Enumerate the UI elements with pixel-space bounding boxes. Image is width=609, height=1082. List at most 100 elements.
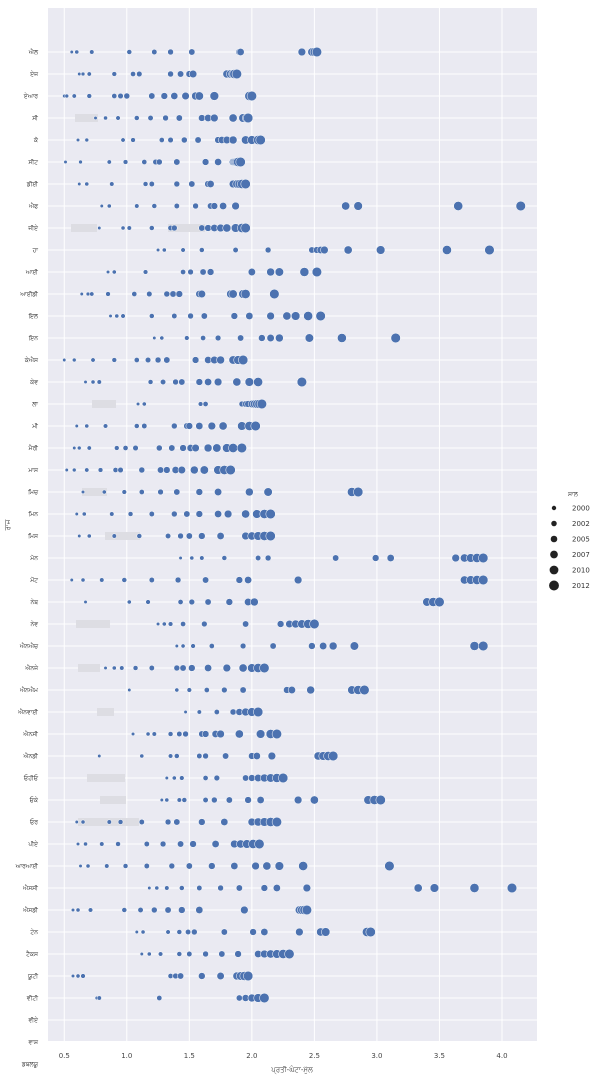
legend-entries: 2000 2002 2005 2007 2010 2012 — [549, 505, 590, 591]
data-point — [274, 267, 284, 277]
y-tick-label: ਮਾਸ — [27, 467, 39, 474]
data-point — [108, 313, 113, 319]
data-point — [220, 928, 228, 936]
data-point — [171, 422, 178, 430]
data-point — [165, 533, 172, 539]
data-point — [99, 841, 105, 847]
data-point — [311, 266, 322, 278]
data-point — [93, 115, 98, 121]
data-point — [259, 992, 270, 1004]
data-point — [126, 599, 132, 605]
data-point — [384, 860, 395, 872]
data-point — [222, 223, 232, 233]
data-point — [194, 136, 202, 144]
data-point — [176, 797, 182, 803]
y-tick-label: ਕੋ — [33, 136, 39, 144]
data-point — [228, 289, 238, 299]
data-point — [225, 796, 233, 804]
faded-label-box — [97, 708, 114, 716]
data-point — [194, 91, 204, 101]
data-point — [349, 641, 359, 651]
data-point — [282, 311, 292, 321]
data-point — [123, 92, 131, 100]
legend-marker — [549, 580, 559, 591]
data-point — [185, 422, 193, 430]
data-point — [99, 203, 104, 209]
data-point — [114, 445, 120, 451]
data-point — [177, 599, 184, 605]
data-point — [198, 532, 206, 540]
data-point — [189, 840, 197, 848]
data-point — [202, 752, 209, 760]
data-point — [162, 114, 169, 122]
data-point — [515, 200, 526, 212]
data-point — [171, 224, 178, 232]
data-point — [190, 465, 199, 475]
data-point — [253, 706, 264, 718]
data-point — [111, 71, 117, 77]
data-point — [225, 598, 234, 606]
y-tick-label: ਓਕੇ — [29, 796, 39, 804]
y-tick-label: ਸੀਟ — [27, 158, 38, 166]
data-point — [135, 401, 141, 407]
y-tick-label: ਮੋਂਟ — [29, 576, 38, 584]
data-point — [167, 621, 174, 627]
data-point — [183, 510, 191, 518]
data-point — [103, 115, 108, 121]
data-point — [145, 356, 152, 364]
data-point — [177, 465, 186, 475]
data-point — [264, 246, 272, 254]
data-point — [173, 488, 181, 496]
data-point — [299, 267, 310, 277]
data-point — [256, 398, 267, 410]
data-point — [186, 687, 192, 693]
data-point — [132, 665, 139, 671]
data-point — [83, 841, 88, 847]
data-point — [132, 444, 139, 452]
data-point — [209, 91, 219, 101]
data-point — [145, 599, 151, 605]
data-point — [220, 818, 229, 826]
data-point — [222, 752, 230, 760]
data-point — [163, 290, 171, 298]
data-point — [111, 269, 117, 275]
data-point — [127, 511, 134, 517]
data-point — [221, 555, 228, 561]
data-point — [156, 995, 163, 1001]
data-point — [74, 49, 80, 55]
data-point — [141, 423, 148, 429]
data-point — [80, 71, 86, 77]
faded-label-box — [92, 400, 116, 408]
data-point — [297, 47, 307, 57]
y-axis-label: ਰਾਜ — [4, 519, 12, 531]
y-tick-label: ਐਨਸੀ — [22, 730, 38, 738]
data-point — [213, 774, 220, 782]
data-point — [167, 136, 174, 144]
data-point — [320, 245, 329, 255]
y-tick-label: ਐਲ — [28, 48, 39, 56]
data-point — [236, 994, 243, 1002]
x-tick-label: 3.5 — [434, 1052, 445, 1060]
y-tick-label: ਵੀਏ — [27, 1016, 39, 1024]
data-point — [148, 181, 155, 187]
y-tick-label: ਮਿਸ — [27, 532, 39, 540]
data-point — [77, 181, 82, 187]
data-point — [178, 555, 183, 561]
data-point — [188, 180, 196, 188]
data-point — [165, 929, 171, 935]
data-point — [167, 731, 174, 737]
y-tick-label: ਨੇਬ — [30, 598, 39, 606]
data-point — [265, 530, 276, 542]
y-tick-label: ਐਨਵਾਈ — [17, 708, 38, 716]
data-point — [269, 642, 277, 650]
data-point — [191, 443, 200, 453]
faded-label-box — [76, 620, 110, 628]
data-point — [168, 444, 176, 452]
data-point — [109, 511, 115, 517]
data-point — [469, 641, 480, 651]
data-point — [86, 93, 92, 99]
data-point — [197, 401, 204, 407]
data-point — [80, 577, 86, 583]
data-point — [174, 576, 182, 584]
data-point — [74, 511, 79, 517]
